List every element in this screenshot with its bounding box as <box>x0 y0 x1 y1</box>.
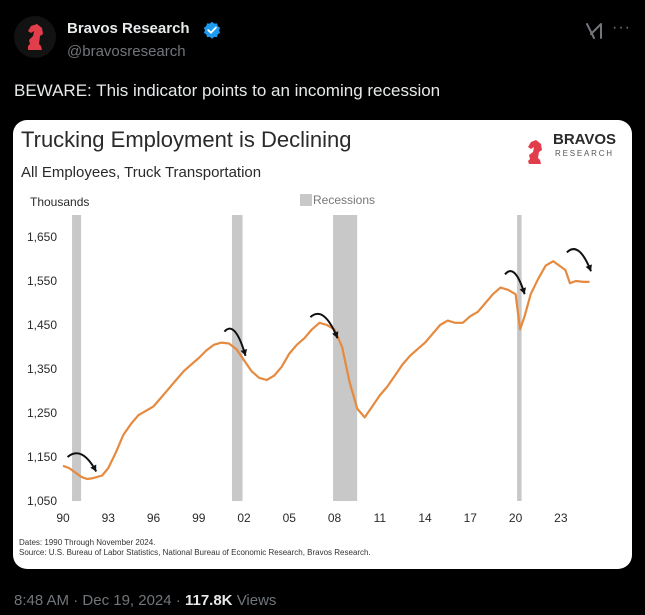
knight-logo-icon <box>528 140 542 164</box>
recession-band <box>231 215 243 501</box>
x-tick-label: 23 <box>554 511 568 525</box>
x-tick-label: 93 <box>102 511 116 525</box>
views-count: 117.8K <box>184 592 233 609</box>
x-tick-label: 05 <box>283 511 297 525</box>
chart-subtitle: All Employees, Truck Transportation <box>21 164 261 181</box>
brand-name: BRAVOS <box>553 131 616 148</box>
chart-title: Trucking Employment is Declining <box>21 127 352 152</box>
author-handle[interactable]: @bravosresearch <box>67 43 186 60</box>
x-tick-label: 14 <box>418 511 432 525</box>
author-name[interactable]: Bravos Research <box>67 20 190 37</box>
y-tick-label: 1,250 <box>27 406 57 420</box>
legend-recessions: Recessions <box>313 193 375 207</box>
series-line <box>62 260 590 481</box>
decline-arrows <box>66 248 592 472</box>
grok-icon[interactable] <box>585 22 603 40</box>
x-tick-label: 02 <box>237 511 251 525</box>
decline-arrow-head <box>240 348 248 356</box>
verified-badge-icon <box>203 21 221 39</box>
x-tick-label: 20 <box>509 511 523 525</box>
y-tick-label: 1,050 <box>27 494 57 508</box>
decline-arrow-head <box>90 464 97 472</box>
x-tick-label: 11 <box>374 511 387 525</box>
line-chart: Trucking Employment is Declining All Emp… <box>19 127 616 557</box>
recession-band <box>72 215 82 501</box>
x-tick-label: 99 <box>192 511 206 525</box>
bravos-logo: BRAVOS RESEARCH <box>528 131 616 164</box>
y-tick-label: 1,150 <box>27 450 57 464</box>
tweet-time[interactable]: 8:48 AM <box>14 592 70 609</box>
legend-swatch-recessions <box>300 194 312 206</box>
y-tick-label: 1,350 <box>27 362 57 376</box>
brand-subname: RESEARCH <box>555 149 614 158</box>
y-tick-label: 1,450 <box>27 318 57 332</box>
tweet-timestamp: 8:48 AM · Dec 19, 2024 · 117.8K Views <box>14 592 277 609</box>
decline-arrow-head <box>332 331 339 339</box>
chart-note-source: Source: U.S. Bureau of Labor Statistics,… <box>19 548 371 557</box>
x-tick-label: 08 <box>328 511 342 525</box>
x-tick-label: 17 <box>464 511 478 525</box>
chart-note-dates: Dates: 1990 Through November 2024. <box>19 538 155 547</box>
y-tick-label: 1,550 <box>27 274 57 288</box>
recession-band <box>517 215 522 501</box>
chart-image[interactable]: Trucking Employment is Declining All Emp… <box>13 120 632 569</box>
tweet-text: BEWARE: This indicator points to an inco… <box>14 81 441 100</box>
decline-arrow-head <box>585 264 592 272</box>
y-axis-label: Thousands <box>30 195 89 209</box>
avatar[interactable] <box>14 16 56 58</box>
y-tick-label: 1,650 <box>27 230 57 244</box>
tweet-date[interactable]: Dec 19, 2024 <box>82 592 172 609</box>
views-label: Views <box>236 592 277 609</box>
decline-arrow-head <box>519 287 527 295</box>
knight-logo-icon <box>28 24 43 50</box>
x-tick-label: 90 <box>56 511 70 525</box>
x-tick-label: 96 <box>147 511 161 525</box>
more-options-icon[interactable]: ··· <box>612 19 631 36</box>
